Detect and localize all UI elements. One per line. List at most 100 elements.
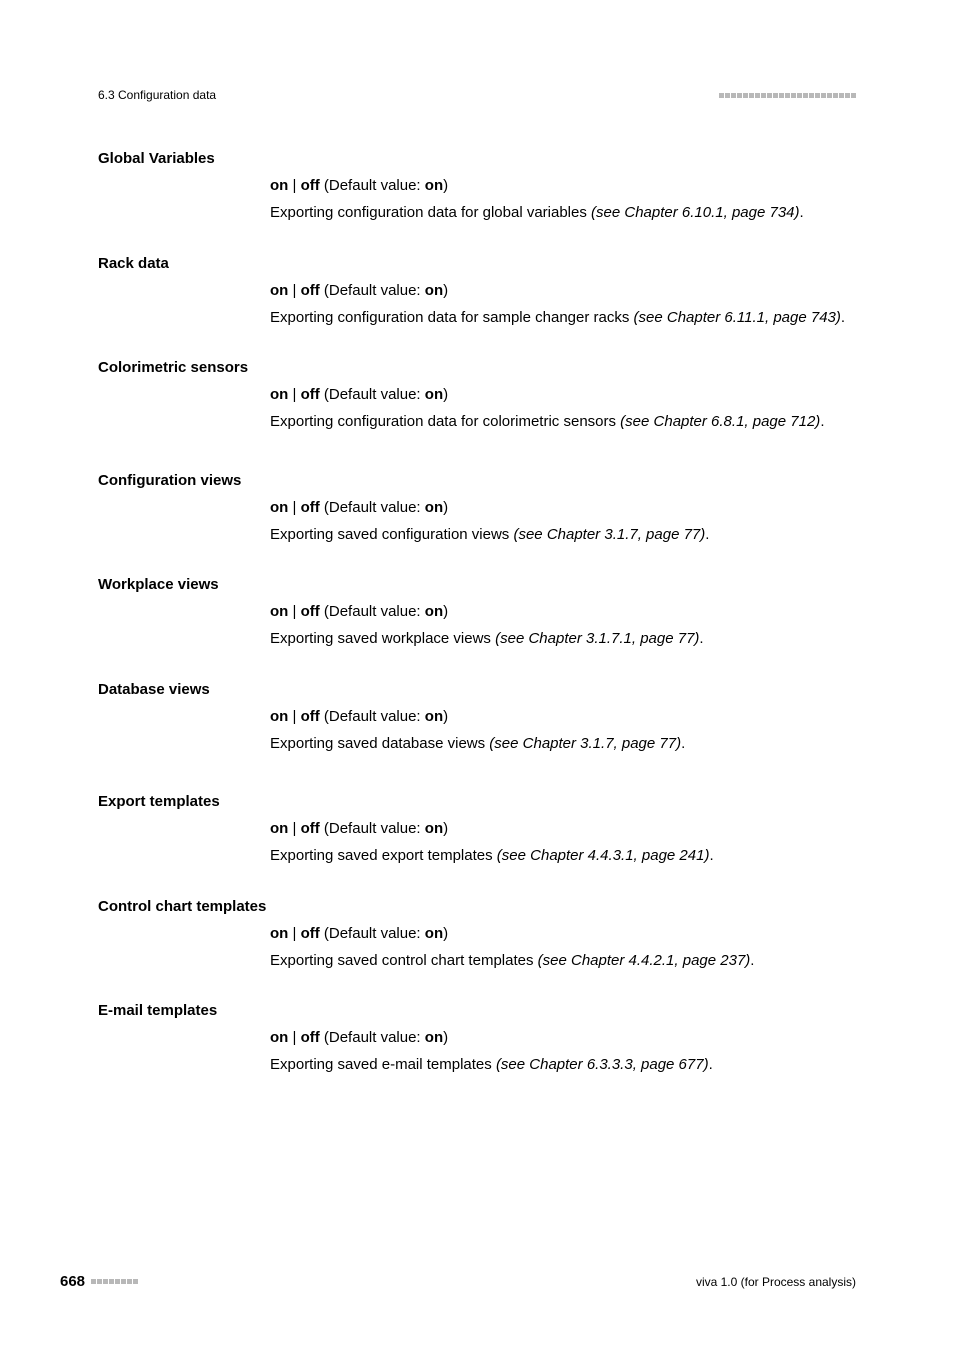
config-section: E-mail templateson | off (Default value:… xyxy=(98,1002,856,1077)
chapter-reference: (see Chapter 6.10.1, page 734) xyxy=(591,204,799,221)
option-on: on xyxy=(270,603,288,620)
desc-text: Exporting configuration data for global … xyxy=(270,204,591,221)
option-on: on xyxy=(270,820,288,837)
default-suffix: ) xyxy=(443,1029,448,1046)
desc-text: Exporting saved export templates xyxy=(270,847,497,864)
default-prefix: (Default value: xyxy=(320,925,425,942)
default-suffix: ) xyxy=(443,925,448,942)
section-title: Database views xyxy=(98,681,856,698)
desc-text: Exporting saved database views xyxy=(270,735,489,752)
desc-tail: . xyxy=(681,735,685,752)
section-body: on | off (Default value: on)Exporting co… xyxy=(270,177,856,225)
section-body: on | off (Default value: on) Exporting sa… xyxy=(270,1029,856,1077)
default-suffix: ) xyxy=(443,820,448,837)
option-value-line: on | off (Default value: on) xyxy=(270,708,856,725)
section-body: on | off (Default value: on) Exporting sa… xyxy=(270,925,856,973)
option-separator: | xyxy=(288,603,300,620)
option-off: off xyxy=(301,603,320,620)
chapter-reference: (see Chapter 6.11.1, page 743) xyxy=(634,309,841,326)
default-suffix: ) xyxy=(443,282,448,299)
option-separator: | xyxy=(288,708,300,725)
default-prefix: (Default value: xyxy=(320,282,425,299)
option-off: off xyxy=(301,820,320,837)
desc-tail: . xyxy=(705,526,709,543)
desc-tail: . xyxy=(699,630,703,647)
section-title: Rack data xyxy=(98,255,856,272)
option-separator: | xyxy=(288,1029,300,1046)
default-prefix: (Default value: xyxy=(320,820,425,837)
config-section: Rack data on | off (Default value: on) Exp… xyxy=(98,255,856,330)
section-description: Exporting saved control chart templates … xyxy=(270,950,856,973)
footer-ornament-dots xyxy=(91,1279,138,1284)
config-section: Workplace viewson | off (Default value: … xyxy=(98,576,856,651)
chapter-reference: (see Chapter 3.1.7, page 77) xyxy=(513,526,705,543)
default-value: on xyxy=(425,282,443,299)
default-suffix: ) xyxy=(443,708,448,725)
page-footer: 668 viva 1.0 (for Process analysis) xyxy=(60,1273,856,1290)
config-section: Global Variables on | off (Default value:… xyxy=(98,150,856,225)
default-prefix: (Default value: xyxy=(320,499,425,516)
desc-tail: . xyxy=(709,1056,713,1073)
section-description: Exporting configuration data for sample … xyxy=(270,307,856,330)
desc-tail: . xyxy=(750,952,754,969)
section-body: on | off (Default value: on) Exporting sa… xyxy=(270,820,856,868)
option-value-line: on | off (Default value: on) xyxy=(270,386,856,403)
section-body: on | off (Default value: on) Exporting sa… xyxy=(270,708,856,756)
desc-tail: . xyxy=(709,847,713,864)
default-value: on xyxy=(425,708,443,725)
desc-text: Exporting configuration data for colorim… xyxy=(270,413,620,430)
section-body: on | off (Default value: on) Exporting sa… xyxy=(270,499,856,547)
section-title: Configuration views xyxy=(98,472,856,489)
option-on: on xyxy=(270,1029,288,1046)
default-suffix: ) xyxy=(443,603,448,620)
header-ornament-dots xyxy=(719,93,856,98)
desc-text: Exporting saved control chart templates xyxy=(270,952,538,969)
option-off: off xyxy=(301,386,320,403)
section-title: Control chart templates xyxy=(98,898,856,915)
section-title: Export templates xyxy=(98,793,856,810)
section-description: Exporting configuration data for global … xyxy=(270,202,856,225)
option-value-line: on | off (Default value: on) xyxy=(270,499,856,516)
option-separator: | xyxy=(288,925,300,942)
section-description: Exporting saved database views (see Chap… xyxy=(270,733,856,756)
config-section: Colorimetric sensors on | off (Default va… xyxy=(98,359,856,434)
option-off: off xyxy=(301,1029,320,1046)
option-separator: | xyxy=(288,282,300,299)
default-value: on xyxy=(425,1029,443,1046)
default-value: on xyxy=(425,177,443,194)
config-section: Configuration views on | off (Default val… xyxy=(98,472,856,547)
option-on: on xyxy=(270,499,288,516)
option-on: on xyxy=(270,925,288,942)
desc-text: Exporting saved workplace views xyxy=(270,630,495,647)
section-body: on | off (Default value: on) Exporting co… xyxy=(270,386,856,434)
option-separator: | xyxy=(288,820,300,837)
config-section: Export templates on | off (Default value:… xyxy=(98,793,856,868)
option-off: off xyxy=(301,282,320,299)
header-breadcrumb: 6.3 Configuration data xyxy=(98,88,216,102)
page-header: 6.3 Configuration data xyxy=(98,88,856,102)
section-description: Exporting saved export templates (see Ch… xyxy=(270,845,856,868)
option-on: on xyxy=(270,177,288,194)
section-description: Exporting saved e-mail templates (see Ch… xyxy=(270,1054,856,1077)
option-value-line: on | off (Default value: on) xyxy=(270,820,856,837)
chapter-reference: (see Chapter 3.1.7, page 77) xyxy=(489,735,681,752)
desc-text: Exporting configuration data for sample … xyxy=(270,309,634,326)
chapter-reference: (see Chapter 4.4.2.1, page 237) xyxy=(538,952,751,969)
default-prefix: (Default value: xyxy=(320,1029,425,1046)
desc-text: Exporting saved configuration views xyxy=(270,526,513,543)
option-off: off xyxy=(301,925,320,942)
desc-tail: . xyxy=(841,309,845,326)
default-prefix: (Default value: xyxy=(320,708,425,725)
desc-tail: . xyxy=(800,204,804,221)
default-suffix: ) xyxy=(443,177,448,194)
chapter-reference: (see Chapter 4.4.3.1, page 241) xyxy=(497,847,710,864)
option-off: off xyxy=(301,708,320,725)
footer-product-label: viva 1.0 (for Process analysis) xyxy=(696,1275,856,1289)
default-prefix: (Default value: xyxy=(320,177,425,194)
section-title: Colorimetric sensors xyxy=(98,359,856,376)
option-on: on xyxy=(270,708,288,725)
default-value: on xyxy=(425,386,443,403)
section-title: Global Variables xyxy=(98,150,856,167)
option-value-line: on | off (Default value: on) xyxy=(270,925,856,942)
option-on: on xyxy=(270,282,288,299)
